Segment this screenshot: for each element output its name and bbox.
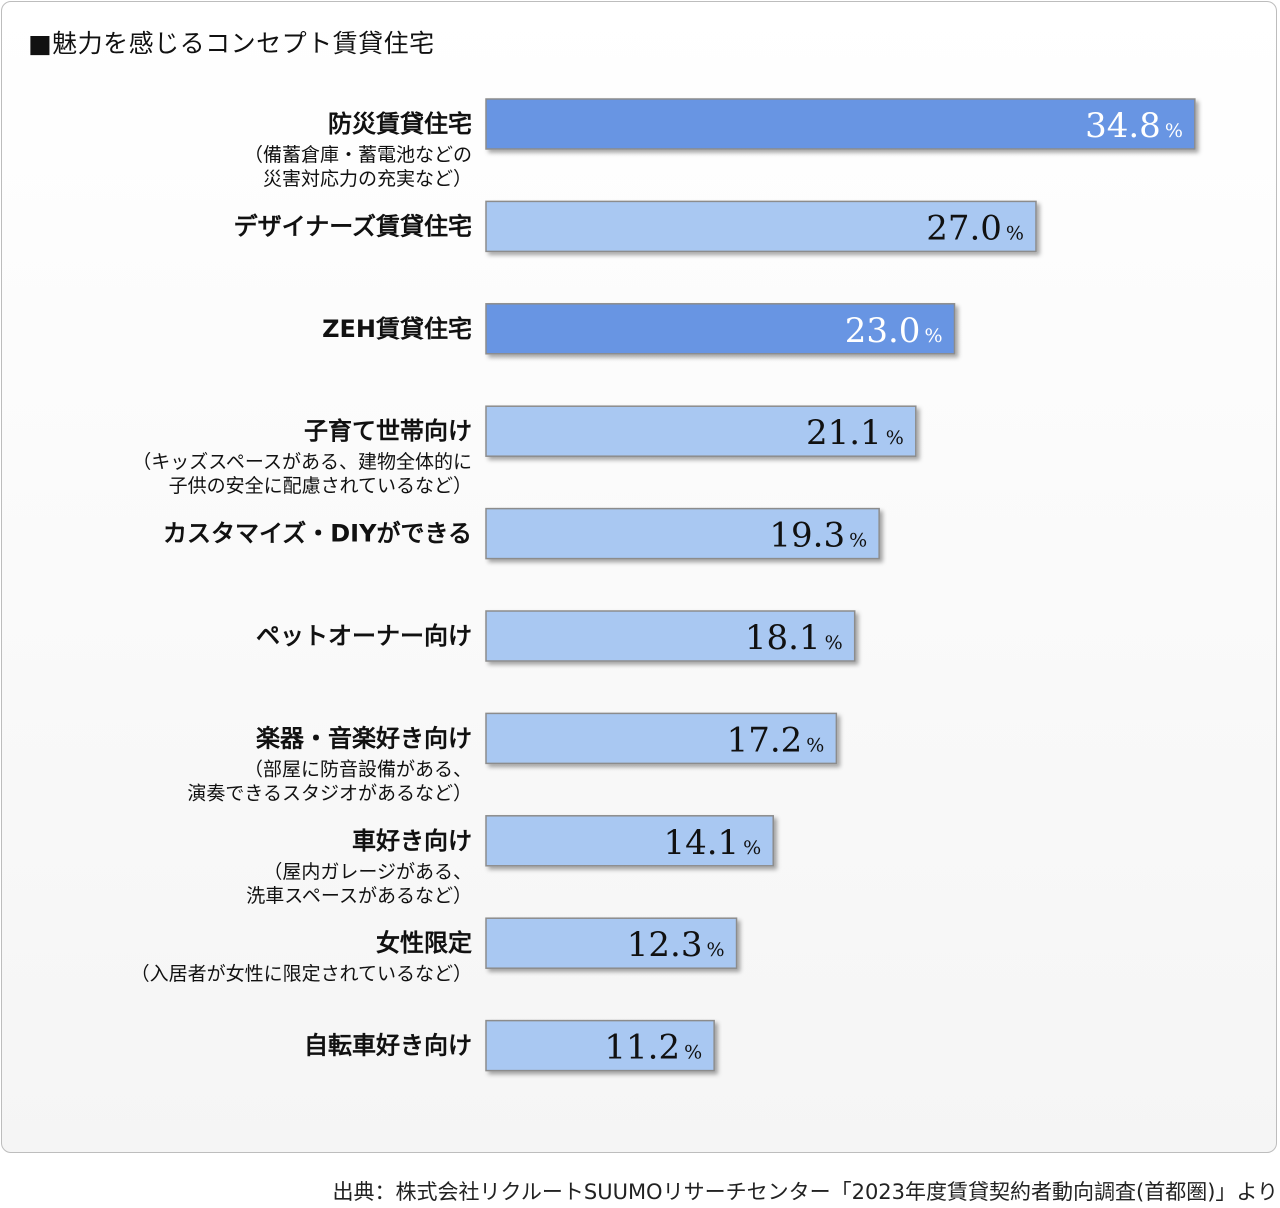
bar [485,917,738,969]
bar-value-label: 14.1% [663,823,761,863]
bar [485,815,774,867]
bar-group: 11.2 % 自転車好き向け [304,1019,715,1072]
bar-value-label: 11.2% [604,1028,702,1068]
category-label: ZEH賃貸住宅 [322,315,472,343]
category-label: 女性限定 [376,929,472,957]
bar-unit: % [886,427,904,449]
bar-value-label: 34.8% [1085,106,1183,146]
category-sublabel: （備蓄倉庫・蓄電池などの [244,144,472,166]
category-label: カスタマイズ・DIYができる [163,520,472,548]
bar-unit: % [806,734,824,756]
category-sublabel: 子供の安全に配慮されているなど） [169,475,472,497]
bar-value: 27.0 [926,208,1002,248]
bar-unit: % [849,530,867,552]
category-label: 自転車好き向け [304,1032,472,1060]
bar-unit: % [825,632,843,654]
bar-unit: % [924,325,942,347]
bar-value: 12.3 [627,925,703,965]
bar [485,98,1196,150]
category-label: デザイナーズ賃貸住宅 [234,212,472,240]
category-sublabel: （屋内ガレージがある、 [263,861,472,883]
bar-unit: % [706,939,724,961]
category-sublabel: 災害対応力の充実など） [263,168,472,190]
bar-value-label: 17.2% [727,720,825,760]
bar-group: 18.1 % ペットオーナー向け [256,610,856,662]
bar-value-label: 19.3% [769,516,867,556]
bar-value: 23.0 [845,311,921,351]
category-label: 楽器・音楽好き向け [256,724,472,752]
bar-unit: % [684,1042,702,1064]
bar-unit: % [1006,222,1024,244]
category-sublabel: （入居者が女性に限定されているなど） [131,963,472,985]
bar-value: 18.1 [745,618,821,658]
category-label: 防災賃貸住宅 [328,110,472,138]
bar-value-label: 18.1% [745,618,843,658]
bar [485,712,838,765]
bar-value-label: 27.0% [926,208,1024,248]
bar [485,507,880,560]
bar [485,405,917,457]
bar-value: 34.8 [1085,106,1161,146]
bar-group: 21.1 % 子育て世帯向け （キッズスペースがある、建物全体的に子供の安全に配慮され… [132,405,917,497]
category-label: 子育て世帯向け [304,417,472,445]
bar-group: 23.0 % ZEH賃貸住宅 [322,303,956,355]
source-note: 出典：株式会社リクルートSUUMOリサーチセンター「2023年度賃貸契約者動向調… [332,1180,1279,1204]
chart-title: ■魅力を感じるコンセプト賃貸住宅 [28,29,435,58]
bar-group: 27.0 % デザイナーズ賃貸住宅 [234,200,1037,253]
bar-unit: % [743,837,761,859]
bar-value: 17.2 [727,720,803,760]
bar [485,303,956,355]
bar-group: 14.1 % 車好き向け （屋内ガレージがある、洗車スペースがあるなど） [246,815,774,907]
bar-value-label: 12.3% [627,925,725,965]
bar-value: 19.3 [769,516,845,556]
bar-value: 21.1 [806,413,882,453]
category-sublabel: （キッズスペースがある、建物全体的に [132,451,472,473]
category-sublabel: （部屋に防音設備がある、 [244,758,472,780]
bar-value-label: 21.1% [806,413,904,453]
bar-group: 12.3 % 女性限定 （入居者が女性に限定されているなど） [131,917,738,985]
category-label: ペットオーナー向け [256,622,472,650]
bar [485,610,856,662]
bar [485,200,1037,253]
bar-value: 14.1 [663,823,739,863]
bar-value: 11.2 [604,1028,680,1068]
bar-group: 19.3 % カスタマイズ・DIYができる [163,507,880,560]
category-sublabel: 演奏できるスタジオがあるなど） [187,782,472,804]
bar [485,1019,715,1072]
bar-group: 17.2 % 楽器・音楽好き向け （部屋に防音設備がある、演奏できるスタジオがあるなど… [187,712,838,804]
category-sublabel: 洗車スペースがあるなど） [246,885,472,907]
bar-unit: % [1165,120,1183,142]
bar-value-label: 23.0% [845,311,943,351]
category-label: 車好き向け [352,827,472,855]
